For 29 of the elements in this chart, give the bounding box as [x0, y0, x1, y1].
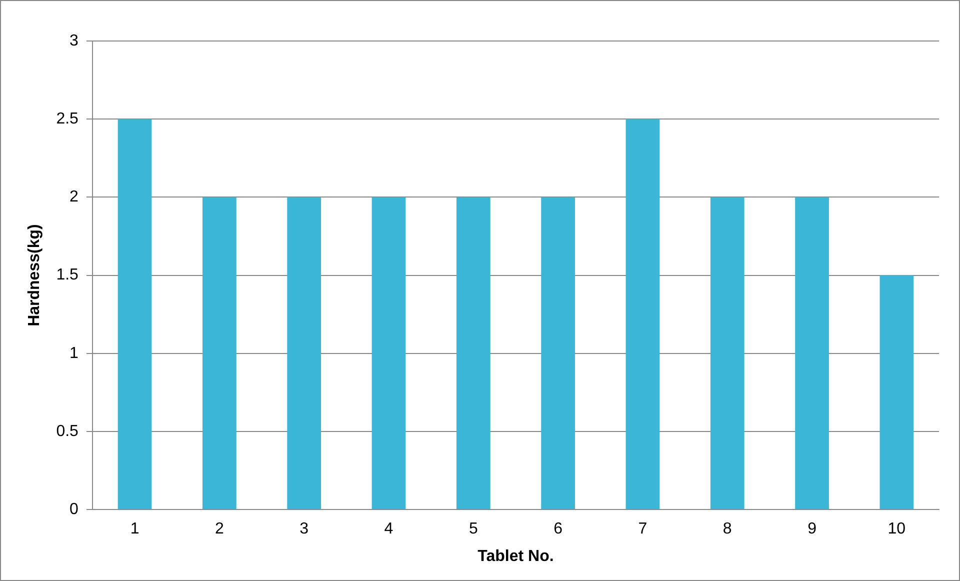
- x-tick-label: 6: [554, 520, 563, 538]
- x-tick-label: 8: [722, 520, 732, 538]
- x-tick-label: 5: [468, 520, 478, 538]
- x-tick-label: 4: [384, 520, 394, 538]
- x-tick-label: 2: [214, 520, 224, 538]
- bar: [880, 275, 914, 510]
- y-tick-label: 0.5: [56, 422, 79, 440]
- y-tick-label: 2.5: [56, 110, 79, 128]
- bar: [287, 197, 322, 510]
- bar: [626, 119, 660, 510]
- x-tick-label: 10: [888, 520, 906, 538]
- y-tick-label: 1.5: [56, 266, 79, 284]
- bar: [372, 197, 406, 510]
- x-tick-label: 1: [130, 520, 140, 538]
- x-tick-label: 7: [638, 520, 648, 538]
- bar: [456, 197, 490, 510]
- y-tick-label: 0: [70, 501, 79, 518]
- bar: [118, 119, 152, 510]
- bar: [795, 197, 829, 510]
- bar: [710, 197, 744, 510]
- y-tick-label: 1: [70, 344, 79, 362]
- x-tick-label: 9: [808, 520, 817, 538]
- bar: [541, 197, 575, 510]
- y-tick-label: 2: [70, 188, 79, 206]
- bar: [202, 197, 236, 510]
- y-tick-label: 3: [70, 32, 79, 50]
- x-axis-title: Tablet No.: [478, 548, 554, 565]
- x-tick-label: 3: [300, 520, 309, 538]
- y-axis-title: Hardness(kg): [26, 224, 44, 326]
